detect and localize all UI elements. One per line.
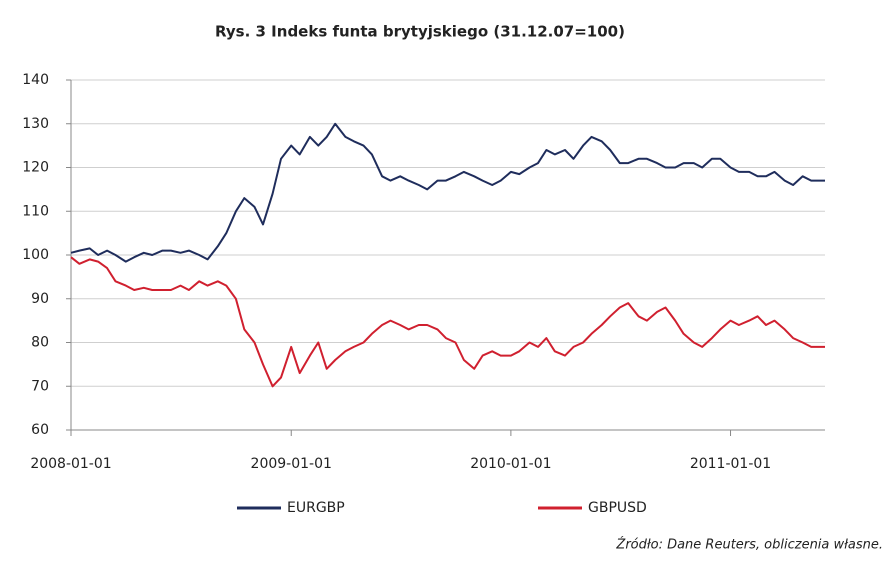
y-tick-label: 70 [31,378,49,394]
legend-label: GBPUSD [588,500,647,516]
y-tick-label: 110 [22,203,49,219]
chart-title: Rys. 3 Indeks funta brytyjskiego (31.12.… [215,23,625,41]
y-tick-label: 130 [22,116,49,132]
y-tick-label: 90 [31,291,49,307]
y-tick-label: 80 [31,335,49,351]
y-tick-label: 100 [22,247,49,263]
source-note: Źródło: Dane Reuters, obliczenia własne. [615,537,883,553]
series-line [70,122,825,263]
y-tick-label: 60 [31,422,49,438]
y-tick-label: 140 [22,72,49,88]
x-tick-label: 2011-01-01 [690,456,771,472]
series-line [70,256,825,388]
x-tick-label: 2008-01-01 [30,456,111,472]
x-tick-label: 2010-01-01 [470,456,551,472]
y-tick-label: 120 [22,160,49,176]
legend-label: EURGBP [287,500,345,516]
x-tick-label: 2009-01-01 [251,456,332,472]
